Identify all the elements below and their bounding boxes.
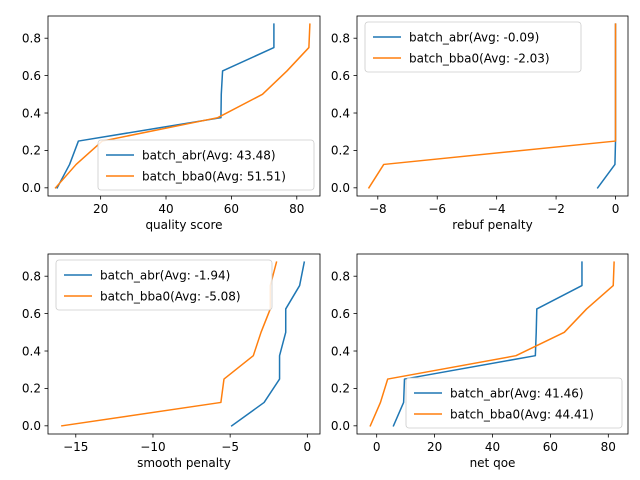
x-tick-label: −4 bbox=[488, 202, 506, 216]
y-tick-label: 0.8 bbox=[331, 32, 350, 46]
legend-box bbox=[364, 21, 582, 73]
legend-entry: batch_bba0(Avg: -2.03) bbox=[409, 52, 550, 66]
legend: batch_abr(Avg: 41.46) batch_bba0(Avg: 44.… bbox=[405, 377, 623, 429]
y-tick-label: 0.0 bbox=[22, 419, 41, 433]
x-axis-label: quality score bbox=[145, 218, 222, 232]
legend-entry: batch_abr(Avg: 43.48) bbox=[142, 149, 276, 163]
axes-frame bbox=[47, 253, 321, 435]
legend: batch_abr(Avg: 43.48) batch_bba0(Avg: 51.… bbox=[97, 139, 315, 191]
x-tick-label: −6 bbox=[428, 202, 446, 216]
x-tick-label: −10 bbox=[140, 440, 165, 454]
x-tick-label: −15 bbox=[63, 440, 88, 454]
series-line-batch-bba0 bbox=[369, 261, 615, 427]
legend-box bbox=[55, 259, 273, 311]
series-line-batch-bba0 bbox=[367, 23, 617, 189]
y-tick-label: 0.6 bbox=[331, 69, 350, 83]
y-tick-label: 0.2 bbox=[331, 144, 350, 158]
legend-entry: batch_abr(Avg: 41.46) bbox=[450, 387, 584, 401]
axes-frame bbox=[356, 15, 629, 197]
y-tick-label: 0.8 bbox=[331, 270, 350, 284]
x-tick-label: 0 bbox=[612, 202, 620, 216]
y-tick-label: 0.8 bbox=[22, 32, 41, 46]
y-tick-label: 0.0 bbox=[22, 181, 41, 195]
y-tick-label: 0.0 bbox=[331, 419, 350, 433]
y-tick-label: 0.4 bbox=[331, 344, 350, 358]
legend-entry: batch_bba0(Avg: 44.41) bbox=[450, 408, 594, 422]
chart-panel-3: −15 −10 −5 0 0.0 0.2 0.4 0.6 0.8 smooth penalty ba… bbox=[22, 253, 321, 470]
legend: batch_abr(Avg: -0.09) batch_bba0(Avg: -2.… bbox=[364, 21, 582, 73]
legend-entry: batch_abr(Avg: -0.09) bbox=[409, 31, 539, 45]
series-line-batch-bba0 bbox=[54, 23, 311, 189]
x-tick-label: 60 bbox=[543, 440, 558, 454]
x-tick-label: 40 bbox=[485, 440, 500, 454]
x-tick-label: 80 bbox=[289, 202, 304, 216]
chart-panel-1: 20 40 60 80 0.0 0.2 0.4 0.6 0.8 quality score batc… bbox=[22, 15, 321, 232]
chart-panel-4: 0 20 40 60 80 0.0 0.2 0.4 0.6 0.8 net qoe batch_abr… bbox=[331, 253, 629, 470]
y-tick-label: 0.2 bbox=[22, 144, 41, 158]
legend-entry: batch_bba0(Avg: 51.51) bbox=[142, 170, 286, 184]
x-tick-label: 20 bbox=[93, 202, 108, 216]
x-tick-label: −5 bbox=[221, 440, 239, 454]
x-tick-label: 20 bbox=[427, 440, 442, 454]
x-axis-label: rebuf penalty bbox=[452, 218, 532, 232]
x-axis-label: smooth penalty bbox=[137, 456, 231, 470]
y-tick-label: 0.6 bbox=[22, 69, 41, 83]
x-tick-label: 40 bbox=[158, 202, 173, 216]
axes-frame bbox=[47, 15, 321, 197]
x-tick-label: 0 bbox=[304, 440, 312, 454]
series-line-batch-abr bbox=[230, 261, 306, 427]
y-tick-label: 0.2 bbox=[331, 382, 350, 396]
legend-box bbox=[405, 377, 623, 429]
y-tick-label: 0.0 bbox=[331, 181, 350, 195]
y-tick-label: 0.4 bbox=[331, 106, 350, 120]
legend: batch_abr(Avg: -1.94) batch_bba0(Avg: -5.… bbox=[55, 259, 273, 311]
legend-entry: batch_abr(Avg: -1.94) bbox=[100, 269, 230, 283]
y-tick-label: 0.8 bbox=[22, 270, 41, 284]
y-tick-label: 0.6 bbox=[331, 307, 350, 321]
x-tick-label: −8 bbox=[369, 202, 387, 216]
legend-entry: batch_bba0(Avg: -5.08) bbox=[100, 290, 241, 304]
legend-box bbox=[97, 139, 315, 191]
y-tick-label: 0.4 bbox=[22, 344, 41, 358]
y-tick-label: 0.2 bbox=[22, 382, 41, 396]
series-line-batch-abr bbox=[596, 23, 617, 189]
series-line-batch-abr bbox=[56, 23, 275, 189]
x-tick-label: −2 bbox=[547, 202, 565, 216]
x-tick-label: 80 bbox=[601, 440, 616, 454]
chart-panel-2: −8 −6 −4 −2 0 0.0 0.2 0.4 0.6 0.8 rebuf penalty bat… bbox=[331, 15, 629, 232]
y-tick-label: 0.6 bbox=[22, 307, 41, 321]
series-line-batch-abr bbox=[392, 261, 583, 427]
x-tick-label: 60 bbox=[224, 202, 239, 216]
x-tick-label: 0 bbox=[373, 440, 381, 454]
x-axis-label: net qoe bbox=[470, 456, 516, 470]
y-tick-label: 0.4 bbox=[22, 106, 41, 120]
